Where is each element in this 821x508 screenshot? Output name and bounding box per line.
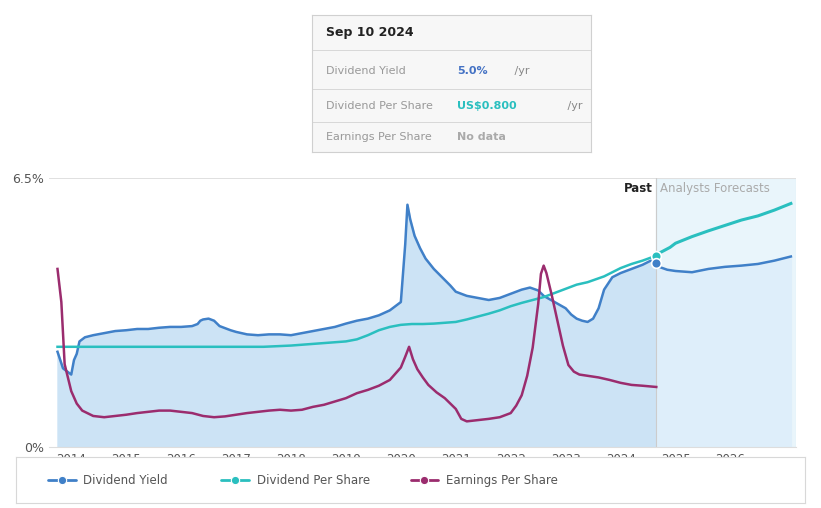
Text: Dividend Per Share: Dividend Per Share xyxy=(326,101,433,111)
Text: Sep 10 2024: Sep 10 2024 xyxy=(326,26,414,39)
Text: US$0.800: US$0.800 xyxy=(457,101,516,111)
Text: Earnings Per Share: Earnings Per Share xyxy=(446,473,557,487)
Text: Dividend Yield: Dividend Yield xyxy=(84,473,168,487)
Text: No data: No data xyxy=(457,132,506,142)
Bar xyxy=(656,178,796,447)
Text: Analysts Forecasts: Analysts Forecasts xyxy=(659,182,769,195)
Text: 5.0%: 5.0% xyxy=(457,67,488,77)
Text: /yr: /yr xyxy=(564,101,583,111)
Text: Earnings Per Share: Earnings Per Share xyxy=(326,132,432,142)
Text: Dividend Per Share: Dividend Per Share xyxy=(257,473,370,487)
Text: /yr: /yr xyxy=(511,67,530,77)
Text: Past: Past xyxy=(624,182,653,195)
Text: Dividend Yield: Dividend Yield xyxy=(326,67,406,77)
